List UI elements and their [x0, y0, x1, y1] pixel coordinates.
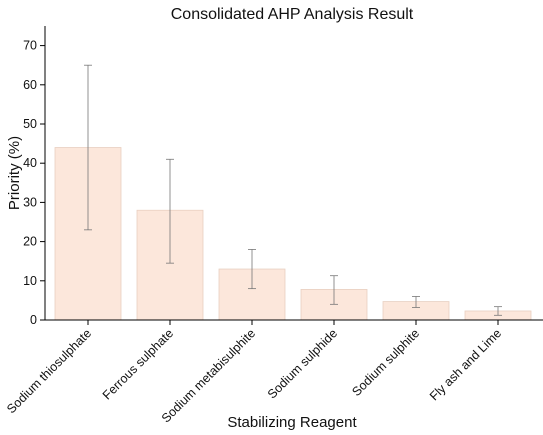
y-tick-label: 50 — [23, 117, 37, 131]
y-tick-label: 10 — [23, 274, 37, 288]
y-axis-ticks: 0 10 20 30 40 50 60 70 — [23, 39, 45, 327]
x-tick-label: Sodium thiosulphate — [4, 326, 94, 416]
x-tick-label: Sodium sulphite — [349, 326, 422, 399]
y-axis-label: Priority (%) — [6, 136, 23, 210]
y-tick-label: 20 — [23, 235, 37, 249]
y-tick-label: 0 — [30, 313, 37, 327]
y-tick-label: 40 — [23, 156, 37, 170]
x-tick-label: Sodium metabisulphite — [159, 326, 258, 425]
x-axis-ticks: Sodium thiosulphate Ferrous sulphateSodiu… — [4, 320, 504, 426]
x-axis-label: Stabilizing Reagent — [227, 414, 357, 431]
bars-group — [54, 147, 532, 321]
x-tick-label: Fly ash and Lime — [427, 326, 504, 403]
error-bars-group — [84, 64, 502, 316]
y-tick-label: 70 — [23, 39, 37, 53]
y-tick-label: 60 — [23, 78, 37, 92]
x-tick-label: Ferrous sulphate — [100, 326, 176, 402]
chart-title: Consolidated AHP Analysis Result — [171, 6, 414, 23]
x-tick-label: Sodium sulphide — [265, 326, 340, 401]
y-tick-label: 30 — [23, 195, 37, 209]
